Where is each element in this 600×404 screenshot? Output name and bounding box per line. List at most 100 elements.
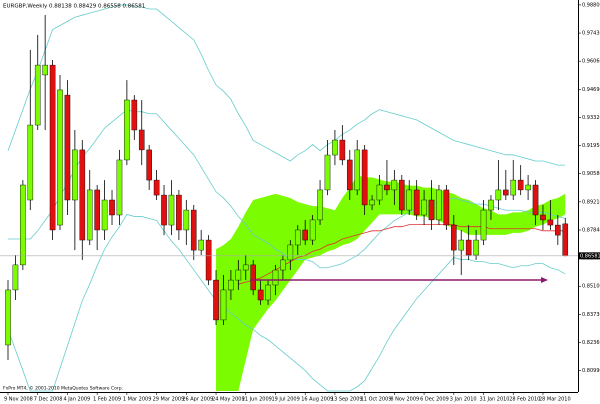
current-price-box <box>579 252 600 260</box>
x-tick-label: 21 Jun 2009 <box>242 397 272 403</box>
candle-body <box>235 269 242 281</box>
x-tick-label: 11 Oct 2009 <box>361 397 392 403</box>
x-tick-label: 28 Mar 2010 <box>539 397 571 403</box>
candle-body <box>339 139 346 161</box>
candle-body <box>376 184 383 201</box>
x-tick-label: 31 Jan 2010 <box>480 397 510 403</box>
x-tick-label: 3 Jan 2010 <box>450 397 477 403</box>
plot-area <box>5 4 569 392</box>
candle-body <box>354 149 361 191</box>
candle-body <box>361 149 368 206</box>
candle-body <box>369 199 375 206</box>
candle-body <box>265 284 271 301</box>
x-tick-label: 26 Apr 2009 <box>182 397 213 403</box>
candle-body <box>406 189 413 211</box>
candle-body <box>540 214 546 221</box>
candle-body <box>72 149 78 201</box>
candle-body <box>346 159 353 191</box>
candle-body <box>146 149 152 181</box>
candle-body <box>116 159 123 216</box>
x-tick-label: 9 Nov 2008 <box>4 397 33 403</box>
candle-body <box>20 184 26 266</box>
indicator-line <box>238 224 566 285</box>
candle-body <box>57 89 63 226</box>
candle-body <box>503 189 509 196</box>
candle-body <box>413 189 420 216</box>
copyright: FxPro MT4, © 2001-2010 MetaQuotes Softwa… <box>3 385 123 392</box>
candle-body <box>213 279 219 321</box>
candle-body <box>242 264 249 271</box>
candle-body <box>12 264 19 291</box>
candle-body <box>510 179 517 196</box>
candle-body <box>5 289 11 346</box>
candle-body <box>384 184 390 191</box>
candle-body <box>168 194 175 226</box>
candle-body <box>205 239 212 281</box>
candle-body <box>421 199 427 216</box>
candle-body <box>525 184 531 191</box>
x-tick-label: 19 Jul 2009 <box>271 397 299 403</box>
candle-body <box>332 139 338 156</box>
x-tick-label: 1 Feb 2009 <box>93 397 121 403</box>
candle-body <box>562 223 569 257</box>
candle-body <box>109 199 115 216</box>
candle-body <box>391 179 398 191</box>
candle-body <box>220 289 227 321</box>
candle-body <box>324 154 331 191</box>
candle-body <box>27 124 34 201</box>
x-tick-label: 8 Nov 2009 <box>390 397 419 403</box>
x-tick-label: 13 Sep 2009 <box>331 397 363 403</box>
candle-body <box>124 99 130 161</box>
candle-body <box>436 189 442 221</box>
candle-body <box>547 219 554 226</box>
candle-body <box>555 224 561 236</box>
candle-body <box>42 64 48 76</box>
candle-body <box>443 189 450 226</box>
candle-body <box>198 239 204 251</box>
candle-body <box>49 64 56 231</box>
indicator-line <box>8 109 566 269</box>
candle-body <box>161 194 167 226</box>
candle-body <box>451 224 457 251</box>
candle-body <box>183 209 190 231</box>
candle-body <box>190 209 197 251</box>
candle-body <box>428 199 435 221</box>
candle-body <box>250 264 256 291</box>
arrow-head <box>541 277 548 283</box>
x-tick-label: 1 Mar 2009 <box>123 397 152 403</box>
candle-body <box>280 259 286 271</box>
ichimoku-cloud <box>216 175 566 391</box>
candle-body <box>532 184 539 216</box>
candle-body <box>34 64 41 126</box>
x-tick-label: 28 Feb 2010 <box>509 397 540 403</box>
candle-body <box>302 229 309 241</box>
candle-body <box>287 244 294 261</box>
candle-body <box>101 199 108 231</box>
candle-body <box>398 179 405 211</box>
candle-body <box>79 149 86 241</box>
x-tick-label: 6 Dec 2009 <box>420 397 449 403</box>
candle-body <box>272 269 279 286</box>
candle-body <box>517 179 524 191</box>
candle-body <box>131 99 138 131</box>
candle-body <box>465 239 472 256</box>
chart-title: EURGBP,Weekly 0.88138 0.88429 0.86558 0.… <box>3 4 145 10</box>
current-price-label: 0.86581 <box>580 253 600 259</box>
candle-body <box>294 229 301 246</box>
candle-body <box>86 189 93 241</box>
x-tick-label: 7 Dec 2008 <box>34 397 63 403</box>
